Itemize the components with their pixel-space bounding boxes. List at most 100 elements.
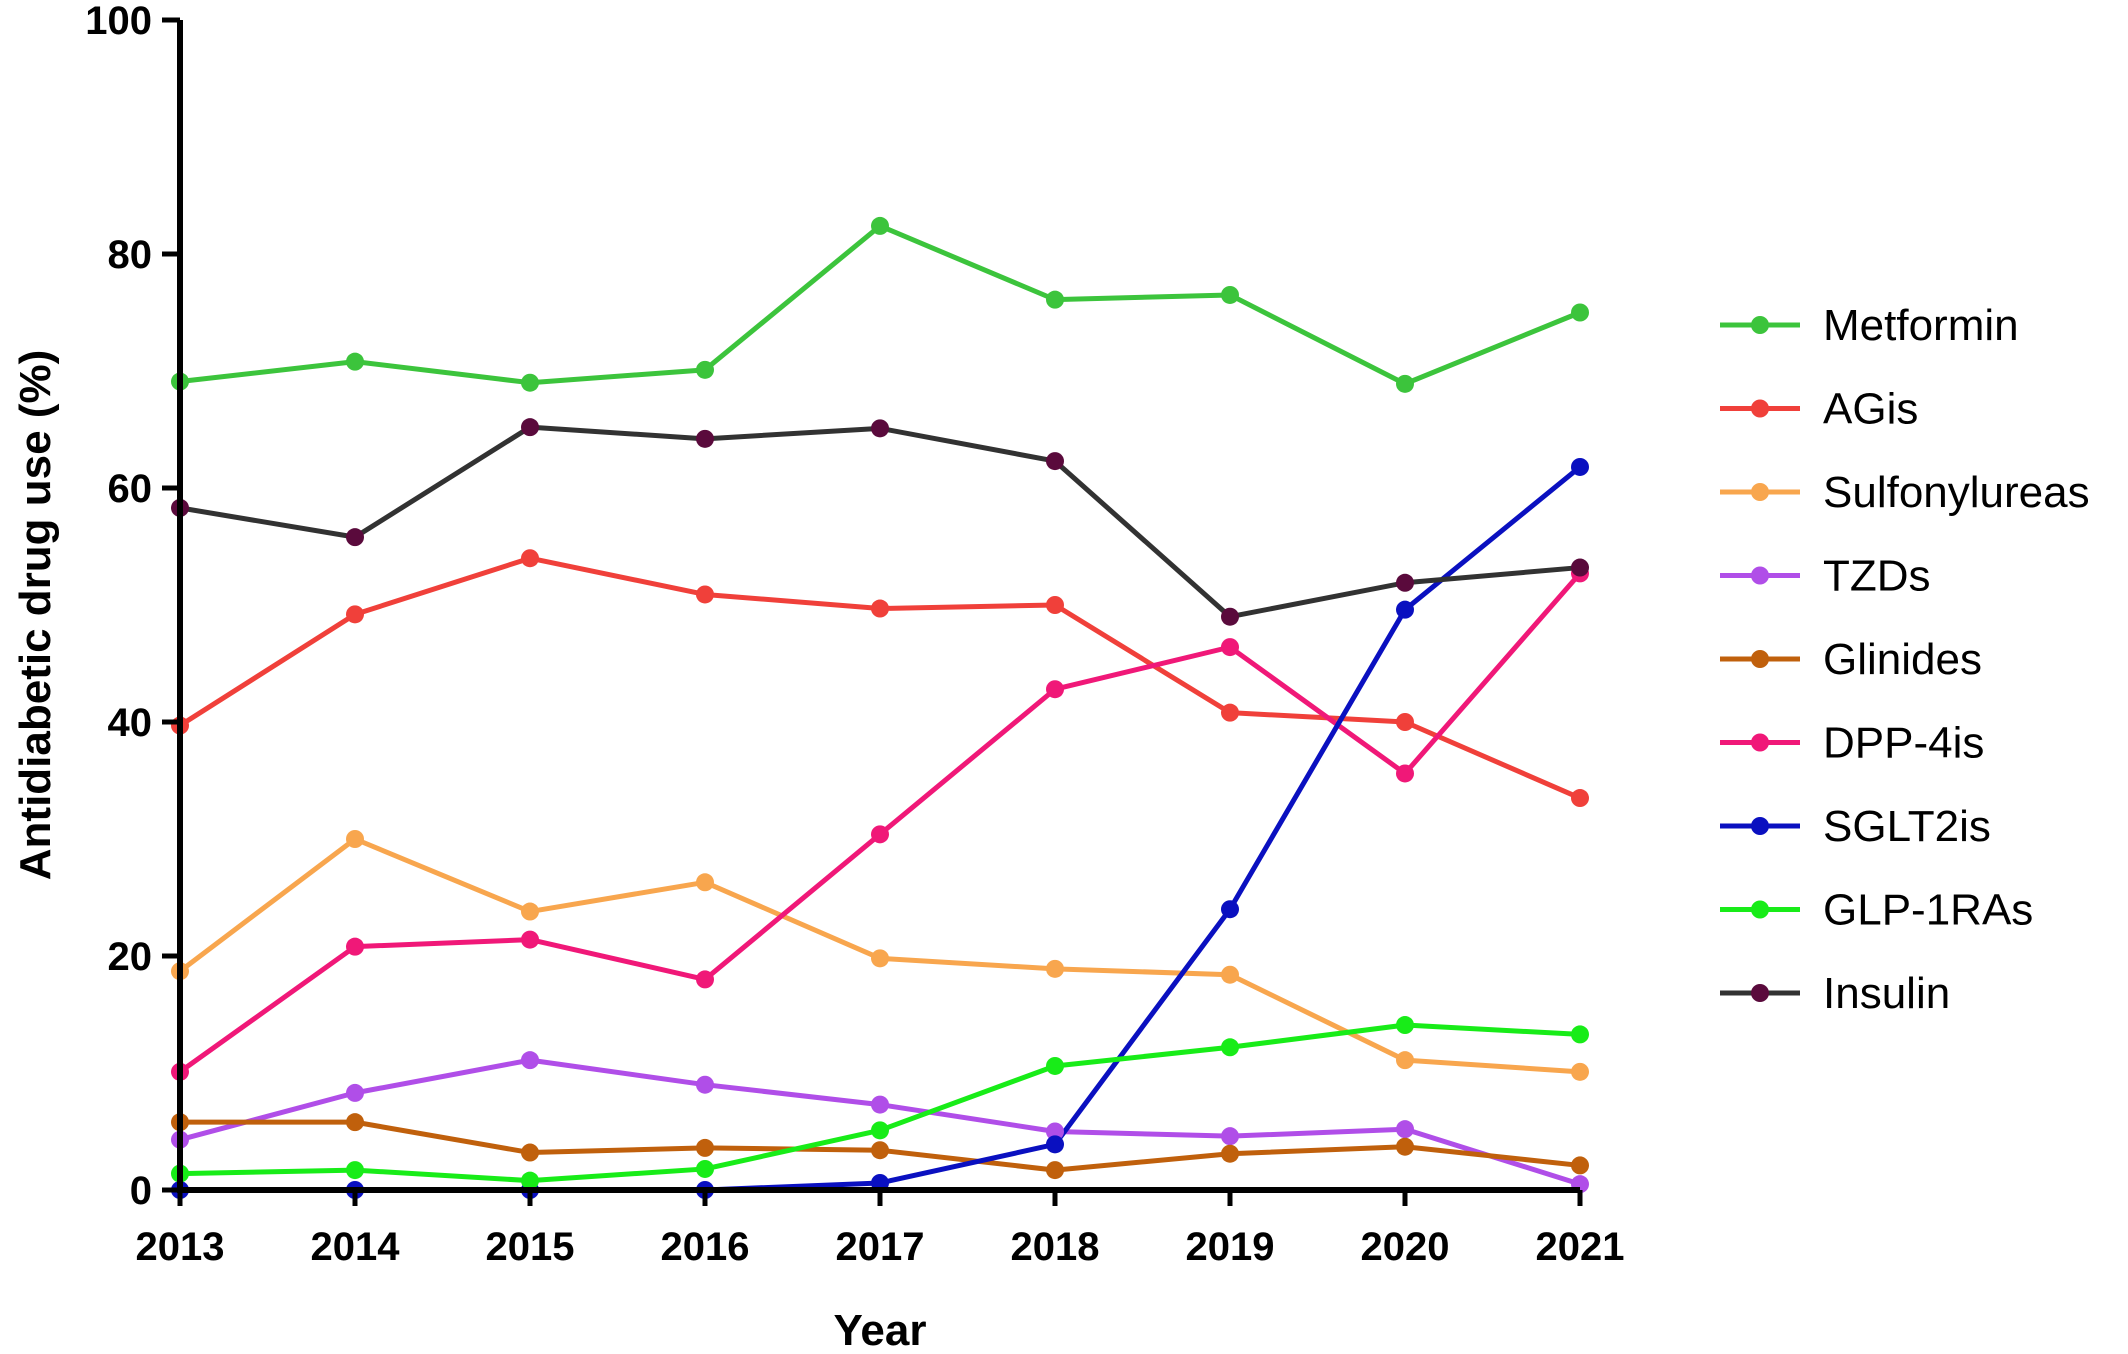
data-point-sglt2is-2019: [1221, 900, 1239, 919]
data-point-dpp-4is-2016: [696, 970, 714, 989]
x-tick-label: 2018: [1011, 1225, 1100, 1269]
data-point-metformin-2015: [521, 373, 539, 392]
axes: [162, 17, 1583, 1206]
data-point-dpp-4is-2019: [1221, 638, 1239, 657]
data-point-sulfonylureas-2016: [696, 873, 714, 892]
data-point-metformin-2014: [346, 352, 364, 371]
data-point-agis-2014: [346, 605, 364, 624]
data-point-agis-2016: [696, 585, 714, 604]
data-point-glp-1ras-2018: [1046, 1056, 1064, 1075]
data-point-insulin-2017: [871, 419, 889, 438]
data-point-tzds-2020: [1396, 1120, 1414, 1139]
data-point-insulin-2019: [1221, 607, 1239, 626]
legend-swatch-marker: [1751, 733, 1769, 752]
data-point-dpp-4is-2018: [1046, 680, 1064, 699]
data-point-metformin-2021: [1571, 303, 1589, 322]
series-line-metformin: [177, 223, 1583, 387]
data-point-sulfonylureas-2015: [521, 902, 539, 921]
data-point-glp-1ras-2020: [1396, 1016, 1414, 1035]
data-point-glp-1ras-2015: [521, 1171, 539, 1190]
y-tick-label: 60: [108, 467, 153, 511]
data-point-tzds-2017: [871, 1095, 889, 1114]
legend-item-metformin: Metformin: [1720, 301, 2019, 350]
legend-swatch-marker: [1751, 399, 1769, 418]
data-point-dpp-4is-2017: [871, 825, 889, 844]
data-point-sulfonylureas-2020: [1396, 1051, 1414, 1070]
data-point-tzds-2019: [1221, 1127, 1239, 1146]
y-tick-label: 40: [108, 701, 153, 745]
data-point-sulfonylureas-2017: [871, 949, 889, 968]
legend-swatch-marker: [1751, 566, 1769, 585]
y-tick-label: 100: [85, 0, 152, 43]
data-point-tzds-2014: [346, 1083, 364, 1102]
legend-item-insulin: Insulin: [1720, 969, 1950, 1018]
legend-label: AGis: [1823, 385, 1918, 434]
legend-label: Insulin: [1823, 969, 1950, 1018]
data-point-metformin-2018: [1046, 290, 1064, 309]
y-tick-label: 20: [108, 935, 153, 979]
data-point-glinides-2015: [521, 1143, 539, 1162]
data-point-agis-2015: [521, 549, 539, 568]
data-point-dpp-4is-2014: [346, 937, 364, 956]
data-point-agis-2018: [1046, 596, 1064, 614]
data-point-tzds-2015: [521, 1051, 539, 1070]
data-point-insulin-2020: [1396, 573, 1414, 592]
data-point-glp-1ras-2016: [696, 1159, 714, 1178]
data-point-glp-1ras-2019: [1221, 1038, 1239, 1057]
data-point-glinides-2014: [346, 1113, 364, 1132]
data-point-dpp-4is-2020: [1396, 764, 1414, 783]
legend-swatch-marker: [1751, 984, 1769, 1002]
legend-label: SGLT2is: [1823, 802, 1991, 851]
data-point-sulfonylureas-2021: [1571, 1062, 1589, 1081]
legend-label: DPP-4is: [1823, 719, 1984, 768]
data-point-agis-2020: [1396, 713, 1414, 731]
legend: Metformin AGis Sulfonylureas TZDs Glinides DP…: [1720, 301, 2090, 1018]
legend-item-sulfonylureas: Sulfonylureas: [1720, 468, 2090, 517]
x-tick-label: 2015: [486, 1225, 575, 1269]
legend-swatch-marker: [1751, 316, 1769, 334]
data-point-tzds-2016: [696, 1075, 714, 1094]
data-point-glp-1ras-2014: [346, 1161, 364, 1180]
legend-item-glinides: Glinides: [1720, 635, 1982, 684]
data-point-metformin-2019: [1221, 285, 1239, 304]
data-point-glinides-2021: [1571, 1156, 1589, 1175]
data-point-glp-1ras-2021: [1571, 1025, 1589, 1044]
data-point-sulfonylureas-2018: [1046, 959, 1064, 978]
legend-item-glp-1ras: GLP-1RAs: [1720, 886, 2033, 935]
y-axis-title: Antidiabetic drug use (%): [11, 350, 60, 880]
legend-item-agis: AGis: [1720, 385, 1918, 434]
x-tick-label: 2019: [1186, 1225, 1275, 1269]
data-point-insulin-2021: [1571, 558, 1589, 577]
data-point-sglt2is-2018: [1046, 1135, 1064, 1154]
data-point-sglt2is-2021: [1571, 457, 1589, 476]
legend-swatch-marker: [1751, 650, 1769, 668]
y-tick-label: 0: [130, 1169, 152, 1213]
x-tick-label: 2014: [311, 1225, 401, 1269]
x-tick-label: 2020: [1361, 1225, 1450, 1269]
legend-label: Glinides: [1823, 635, 1982, 684]
data-point-insulin-2018: [1046, 452, 1064, 471]
tick-labels: 0 20 40 60 80 100 2013 2014 2015 2016 2017 2018 2019…: [85, 0, 1624, 1269]
data-point-sulfonylureas-2014: [346, 830, 364, 848]
legend-swatch-marker: [1751, 483, 1769, 501]
data-point-glinides-2016: [696, 1138, 714, 1157]
legend-label: Sulfonylureas: [1823, 468, 2090, 517]
legend-label: TZDs: [1823, 552, 1931, 601]
data-point-glinides-2017: [871, 1141, 889, 1160]
data-point-metformin-2017: [871, 216, 889, 235]
data-point-glinides-2019: [1221, 1144, 1239, 1163]
series-line-dpp-4is: [177, 570, 1583, 1075]
data-point-dpp-4is-2015: [521, 930, 539, 949]
x-tick-label: 2016: [661, 1225, 750, 1269]
legend-item-dpp-4is: DPP-4is: [1720, 719, 1984, 768]
legend-swatch-marker: [1751, 817, 1769, 835]
x-axis-title: Year: [834, 1306, 927, 1354]
legend-item-sglt2is: SGLT2is: [1720, 802, 1991, 851]
series-line-agis: [177, 555, 1583, 801]
data-point-insulin-2016: [696, 429, 714, 448]
data-point-glinides-2018: [1046, 1161, 1064, 1180]
legend-label: Metformin: [1823, 301, 2019, 350]
data-point-metformin-2020: [1396, 374, 1414, 393]
legend-swatch-marker: [1751, 900, 1769, 919]
